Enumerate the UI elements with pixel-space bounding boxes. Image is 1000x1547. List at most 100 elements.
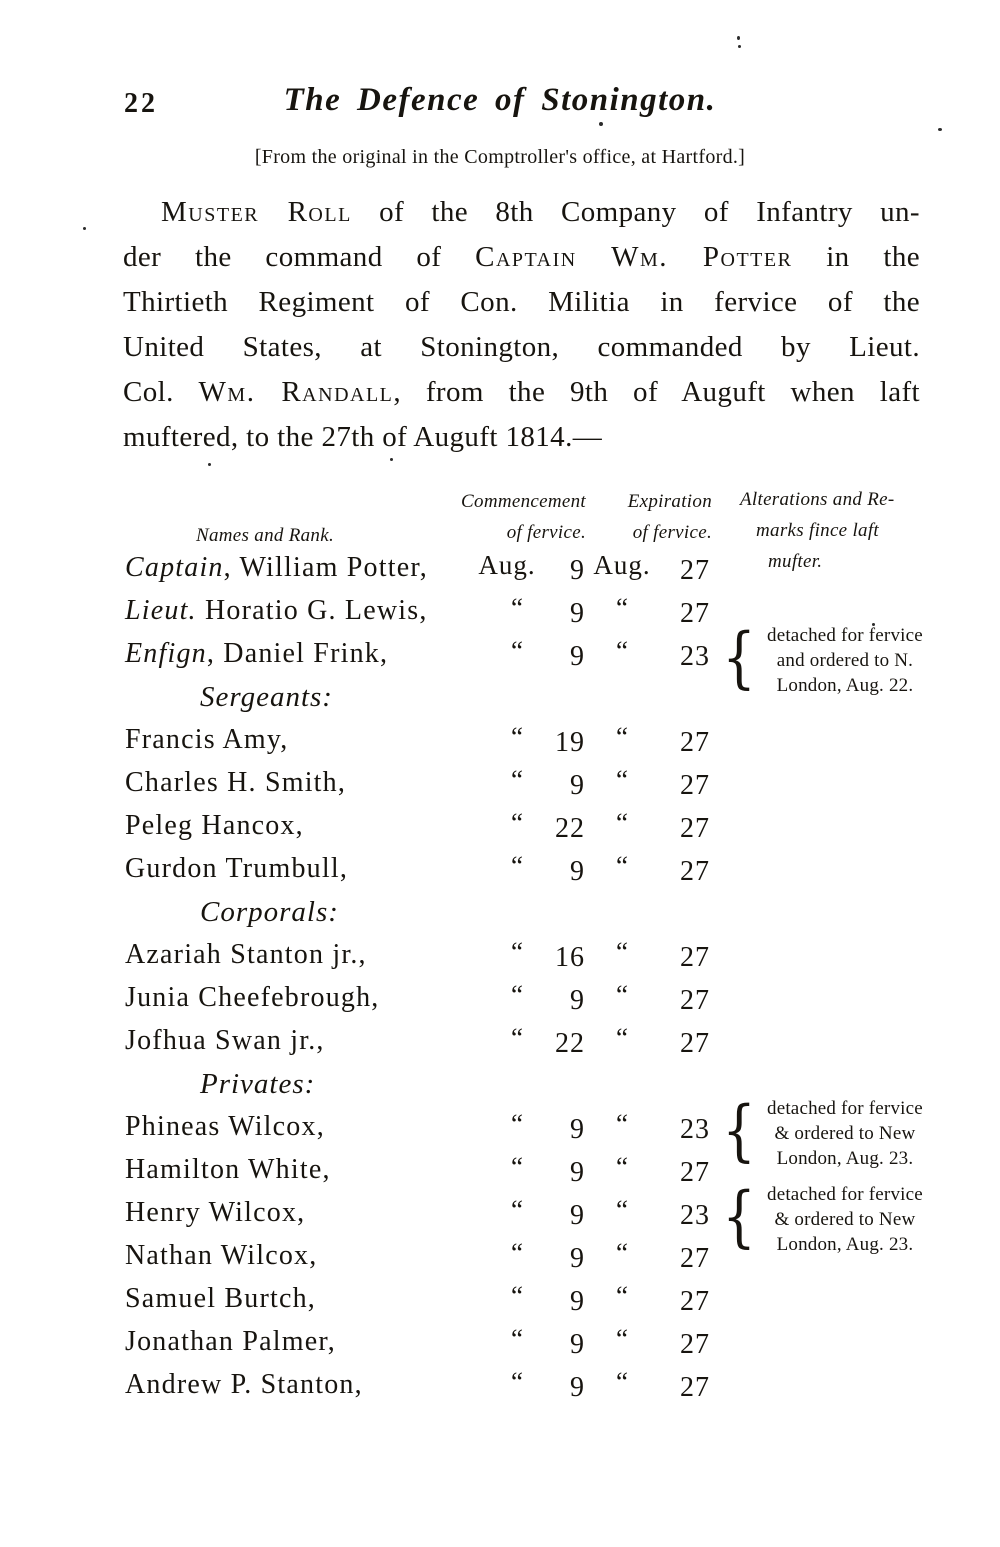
column-header-commencement: Commencement of fervice.	[458, 486, 586, 548]
cell-commencement-day: 22	[555, 813, 585, 844]
cell-expiration-mark: “	[616, 765, 629, 795]
smallcaps-text: Captain Wm. Potter	[475, 241, 793, 273]
section-heading-label: Sergeants:	[200, 681, 333, 713]
cell-expiration-day: 27	[680, 856, 710, 887]
column-header-names-and-rank: Names and Rank.	[196, 525, 335, 546]
cell-expiration-mark: “	[616, 1109, 629, 1139]
cell-remark: { detached for fervice & ordered to New Lon…	[718, 1179, 923, 1257]
scan-speck	[938, 128, 942, 131]
cell-commencement-mark: “	[511, 765, 524, 795]
scan-speck	[738, 45, 741, 48]
cell-name-and-rank: Jofhua Swan jr.,	[125, 1025, 325, 1056]
column-header-remarks-line1: Alterations and Re-	[740, 489, 895, 510]
muster-roll-row: Peleg Hancox, “ 22 “ 27	[125, 808, 985, 853]
remark-line-3: London, Aug. 23.	[776, 1234, 914, 1255]
section-heading-label: Corporals:	[200, 896, 339, 928]
cell-expiration-day: 23	[680, 1200, 710, 1231]
scan-speck	[83, 227, 86, 230]
cell-commencement-day: 16	[555, 942, 585, 973]
cell-commencement-mark: “	[511, 1238, 524, 1268]
cell-name-and-rank: Phineas Wilcox,	[125, 1111, 325, 1142]
remark-text: detached for fervice & ordered to New Lond…	[767, 1093, 923, 1171]
cell-name-and-rank: Peleg Hancox,	[125, 810, 304, 841]
muster-roll-row: Charles H. Smith, “ 9 “ 27	[125, 765, 985, 810]
column-header-expiration-line1: Expiration	[627, 491, 712, 512]
column-header-commencement-line2: of fervice.	[506, 522, 586, 543]
muster-roll-row: Andrew P. Stanton, “ 9 “ 27	[125, 1367, 985, 1412]
muster-roll-intro-paragraph: Muster Roll of the 8th Company of Infant…	[123, 190, 920, 460]
cell-name-and-rank: Charles H. Smith,	[125, 767, 347, 798]
section-heading-label: Privates:	[200, 1068, 316, 1100]
section-heading-row: Sergeants:	[125, 681, 985, 724]
remark-brace: {	[722, 1092, 756, 1169]
cell-expiration-day: 27	[680, 555, 710, 586]
cell-name-and-rank: Junia Cheefebrough,	[125, 982, 380, 1013]
cell-expiration-mark: “	[616, 1195, 629, 1225]
cell-name-and-rank: Samuel Burtch,	[125, 1283, 316, 1314]
scan-speck	[737, 36, 740, 40]
cell-commencement-day: 9	[570, 555, 585, 586]
cell-name-and-rank: Captain, William Potter,	[125, 552, 428, 583]
cell-expiration-day: 27	[680, 813, 710, 844]
remark-brace: {	[722, 1178, 756, 1255]
cell-commencement-mark: “	[511, 851, 524, 881]
running-title: The Defence of Stonington.	[283, 82, 717, 118]
muster-roll-row: Phineas Wilcox, “9 “23{detached for fervic…	[125, 1093, 985, 1170]
column-header-alterations-remarks: Alterations and Re- marks fince laft muf…	[740, 484, 940, 577]
intro-line-4: United States, at Stonington, commanded …	[123, 325, 920, 370]
cell-expiration-day: 27	[680, 770, 710, 801]
cell-commencement-mark: “	[511, 1324, 524, 1354]
muster-roll-row: Captain, William Potter, Aug. 9 Aug. 27	[125, 550, 985, 595]
cell-expiration-mark: “	[616, 980, 629, 1010]
cell-expiration-day: 27	[680, 1028, 710, 1059]
cell-remark: {detached for fervice and ordered to N. Lo…	[718, 620, 923, 698]
cell-commencement-mark: “	[511, 1152, 524, 1182]
column-header-remarks-line3: mufter.	[768, 551, 823, 572]
cell-remark: {detached for fervice & ordered to New Lon…	[718, 1093, 923, 1171]
cell-name-and-rank: Andrew P. Stanton,	[125, 1369, 363, 1400]
muster-roll-row: Henry Wilcox, “ 9 “ 23 {detached for fervice &…	[125, 1179, 985, 1256]
cell-name-and-rank: Henry Wilcox,	[125, 1197, 306, 1228]
intro-line-6: muftered, to the 27th of Auguft 1814.—	[123, 415, 920, 460]
cell-expiration-mark: “	[616, 1152, 629, 1182]
muster-roll-row: Francis Amy, “ 19 “ 27	[125, 722, 985, 767]
cell-expiration-mark: “	[616, 593, 629, 623]
section-heading-row: Privates:	[125, 1068, 985, 1111]
cell-expiration-day: 23	[680, 641, 710, 672]
cell-expiration-mark: “	[616, 1023, 629, 1053]
cell-commencement-day: 9	[570, 1114, 585, 1145]
muster-roll-row: Jofhua Swan jr., “ 22 “ 27	[125, 1023, 985, 1068]
body-text: Thirtieth Regiment of Con. Militia in fe…	[123, 286, 920, 318]
remark-line-1: detached for fervice	[767, 1098, 923, 1119]
intro-line-1: Muster Roll of the 8th Company of Infant…	[123, 190, 920, 235]
rank-label: Captain	[125, 552, 224, 583]
smallcaps-text: Muster Roll	[161, 196, 352, 228]
muster-roll-row: Enfign, Daniel Frink, “9 “23{detached for …	[125, 620, 985, 697]
remark-text: detached for fervice and ordered to N. Lon…	[767, 620, 923, 698]
cell-commencement-day: 9	[570, 1157, 585, 1188]
cell-expiration-mark: “	[616, 851, 629, 881]
muster-roll-row: Nathan Wilcox, “ 9 “ 27	[125, 1238, 985, 1283]
body-text: of the 8th Company of Infantry un-	[351, 196, 920, 228]
cell-name-and-rank: Francis Amy,	[125, 724, 289, 755]
rank-label: Enfign	[125, 638, 207, 669]
muster-roll-row: Hamilton White, “ 9 “ 27	[125, 1152, 985, 1197]
cell-expiration-day: 27	[680, 1243, 710, 1274]
page-number: 22	[124, 88, 158, 119]
column-header-expiration: Expiration of fervice.	[608, 486, 712, 548]
remark-line-2: & ordered to New	[774, 1209, 916, 1230]
body-text: Col.	[123, 376, 199, 408]
remark-line-1: detached for fervice	[767, 1184, 923, 1205]
cell-expiration-mark: “	[616, 722, 629, 752]
cell-commencement-mark: “	[511, 1195, 524, 1225]
column-header-remarks-line2: marks fince laft	[756, 520, 880, 541]
remark-line-2: and ordered to N.	[776, 650, 914, 671]
body-text: muftered, to the 27th of Auguft 1814.—	[123, 421, 603, 453]
cell-name-and-rank: Enfign, Daniel Frink,	[125, 638, 389, 669]
cell-commencement-mark: “	[511, 1023, 524, 1053]
cell-commencement-day: 9	[570, 1329, 585, 1360]
remark-text: detached for fervice & ordered to New Lond…	[767, 1179, 923, 1257]
cell-name-and-rank: Nathan Wilcox,	[125, 1240, 318, 1271]
cell-expiration-mark: “	[616, 1367, 629, 1397]
muster-roll-row: Samuel Burtch, “ 9 “ 27	[125, 1281, 985, 1326]
